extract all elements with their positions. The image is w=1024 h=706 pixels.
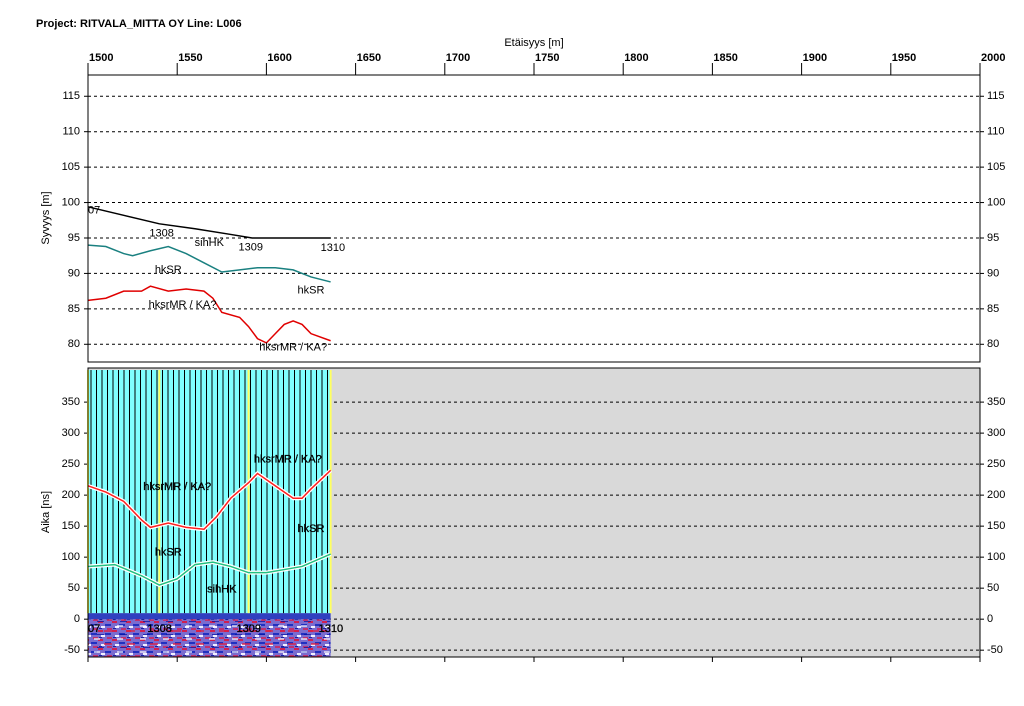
data-line	[87, 285, 331, 344]
y-tick-label-right: 350	[987, 396, 1005, 408]
y-tick-label: -50	[64, 644, 80, 656]
plot-area	[88, 75, 980, 362]
y-axis-label: Aika [ns]	[40, 491, 52, 533]
y-tick-label: 0	[74, 613, 80, 625]
y-tick-label: 95	[68, 232, 80, 244]
y-tick-label: 110	[62, 126, 80, 138]
radargram-texture	[88, 619, 331, 657]
x-tick-label: 1700	[446, 52, 470, 64]
annotation: sihHK	[207, 583, 237, 595]
y-tick-label-right: 150	[987, 520, 1005, 532]
x-tick-label: 1750	[535, 52, 559, 64]
y-tick-label-right: 90	[987, 267, 999, 279]
y-tick-label: 350	[62, 396, 80, 408]
y-tick-label: 115	[62, 90, 80, 102]
y-tick-label-right: 85	[987, 303, 999, 315]
annotation: hksrMR / KA?	[259, 342, 327, 354]
y-tick-label-right: 100	[987, 196, 1005, 208]
y-tick-label-right: 80	[987, 338, 999, 350]
x-tick-label: 1500	[89, 52, 113, 64]
x-tick-label: 1900	[803, 52, 827, 64]
x-tick-label: 1950	[892, 52, 916, 64]
y-tick-label: 200	[62, 489, 80, 501]
plot-border	[87, 74, 981, 363]
y-tick-label-right: 105	[987, 161, 1005, 173]
y-tick-label: 100	[62, 551, 80, 563]
y-tick-label-right: 0	[987, 613, 993, 625]
x-tick-label: 2000	[981, 52, 1005, 64]
data-line	[87, 244, 331, 283]
y-tick-label-right: 250	[987, 458, 1005, 470]
y-tick-label-right: 50	[987, 582, 999, 594]
y-tick-label: 100	[62, 196, 80, 208]
marker-label: 1308	[149, 228, 173, 240]
annotation: hksrMR / KA?	[149, 299, 217, 311]
annotation: hkSR	[298, 284, 325, 296]
y-tick-label: 105	[62, 161, 80, 173]
surface-band	[88, 613, 331, 620]
y-axis-label: Syvyys [m]	[40, 191, 52, 244]
y-tick-label: 300	[62, 427, 80, 439]
marker-label: 1310	[319, 623, 343, 635]
y-tick-label: 250	[62, 458, 80, 470]
y-tick-label-right: 110	[987, 126, 1005, 138]
chart-title: Project: RITVALA_MITTA OY Line: L006	[36, 18, 242, 30]
annotation: sihHK	[195, 237, 225, 249]
marker-label: 1310	[321, 242, 345, 254]
annotation: hksrMR / KA?	[254, 454, 322, 466]
marker-label: 1309	[237, 623, 261, 635]
y-tick-label-right: 100	[987, 551, 1005, 563]
marker-label: 07	[88, 623, 100, 635]
x-tick-label: 1850	[713, 52, 737, 64]
annotation: hkSR	[298, 523, 325, 535]
annotation: hksrMR / KA?	[143, 481, 211, 493]
y-tick-label-right: 95	[987, 232, 999, 244]
x-tick-label: 1600	[267, 52, 291, 64]
x-tick-label: 1650	[357, 52, 381, 64]
annotation: hkSR	[155, 547, 182, 559]
trace-band	[88, 370, 331, 614]
y-tick-label-right: 200	[987, 489, 1005, 501]
data-line	[87, 553, 331, 586]
x-tick-label: 1550	[178, 52, 202, 64]
marker-label: 1308	[147, 623, 171, 635]
y-tick-label: 150	[62, 520, 80, 532]
marker-label: 1309	[239, 241, 263, 253]
x-tick-label: 1800	[624, 52, 648, 64]
y-tick-label: 50	[68, 582, 80, 594]
x-axis-label: Etäisyys [m]	[504, 37, 563, 49]
plot-border	[87, 367, 981, 658]
data-line	[87, 206, 331, 239]
y-tick-label-right: 115	[987, 90, 1005, 102]
y-tick-label-right: 300	[987, 427, 1005, 439]
data-line	[87, 469, 332, 531]
annotation: hkSR	[155, 264, 182, 276]
y-tick-label: 85	[68, 303, 80, 315]
marker-label: 07	[88, 205, 100, 217]
y-tick-label-right: -50	[987, 644, 1003, 656]
y-tick-label: 80	[68, 338, 80, 350]
y-tick-label: 90	[68, 267, 80, 279]
